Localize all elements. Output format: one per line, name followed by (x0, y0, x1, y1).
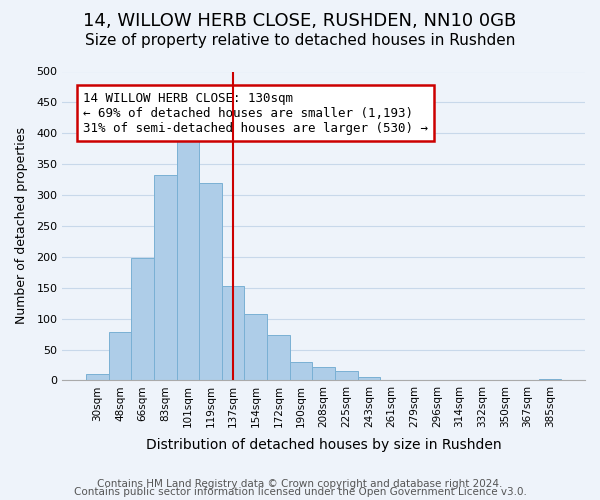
Bar (335, 371, 358, 380)
Bar (199, 182, 222, 380)
Text: Contains public sector information licensed under the Open Government Licence v3: Contains public sector information licen… (74, 487, 526, 497)
Text: 14 WILLOW HERB CLOSE: 130sqm
← 69% of detached houses are smaller (1,193)
31% of: 14 WILLOW HERB CLOSE: 130sqm ← 69% of de… (83, 92, 428, 134)
Bar (86, 374, 109, 380)
Bar (176, 140, 199, 380)
Bar (244, 314, 267, 380)
Text: 14, WILLOW HERB CLOSE, RUSHDEN, NN10 0GB: 14, WILLOW HERB CLOSE, RUSHDEN, NN10 0GB (83, 12, 517, 30)
Bar (109, 332, 131, 380)
Text: Contains HM Land Registry data © Crown copyright and database right 2024.: Contains HM Land Registry data © Crown c… (97, 479, 503, 489)
Bar (267, 336, 290, 380)
X-axis label: Distribution of detached houses by size in Rushden: Distribution of detached houses by size … (146, 438, 502, 452)
Bar (131, 258, 154, 380)
Bar (290, 362, 313, 380)
Bar (154, 176, 176, 380)
Bar (539, 379, 561, 380)
Bar (313, 367, 335, 380)
Y-axis label: Number of detached properties: Number of detached properties (15, 128, 28, 324)
Bar (222, 286, 244, 380)
Bar (358, 378, 380, 380)
Text: Size of property relative to detached houses in Rushden: Size of property relative to detached ho… (85, 32, 515, 48)
